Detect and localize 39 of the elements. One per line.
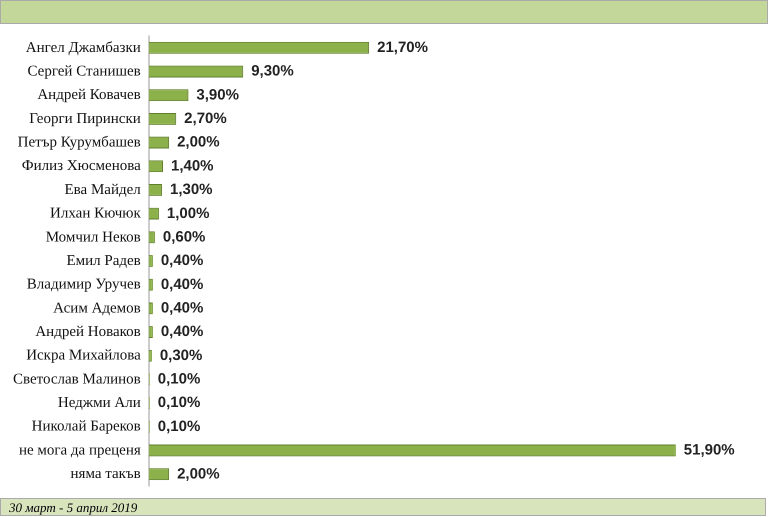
data-label: 2,00%: [177, 465, 220, 482]
y-tick-label: Петър Курумбашев: [18, 134, 141, 151]
data-label: 0,10%: [158, 418, 200, 435]
text: 30 март - 5 април 2019: [9, 500, 138, 515]
data-label: 0,10%: [158, 394, 200, 412]
y-tick-label: Асим Адемов: [53, 300, 141, 316]
y-tick-label: няма такъв: [70, 466, 141, 482]
y-tick-label: Ева Майдел: [64, 182, 142, 198]
y-tick-label: Николай Бареков: [32, 418, 141, 435]
y-tick-label: Неджми Али: [58, 395, 141, 412]
data-label: 0,40%: [160, 300, 204, 317]
y-tick-label: Владимир Уручев: [26, 276, 141, 293]
data-label: 0,30%: [160, 346, 202, 364]
y-tick-label: Сергей Станишев: [27, 63, 141, 80]
data-label: 2,00%: [177, 134, 220, 151]
data-label: 1,40%: [170, 157, 214, 174]
y-tick-label: Искра Михайлова: [26, 348, 142, 364]
data-label: 51,90%: [684, 442, 735, 459]
data-label: 0,40%: [160, 252, 204, 270]
data-label: 0,40%: [160, 323, 204, 340]
y-tick-label: Филиз Хюсменова: [22, 158, 142, 174]
data-label: 1,00%: [166, 204, 210, 222]
data-label: 1,30%: [170, 181, 213, 198]
y-tick-label: Ангел Джамбазки: [26, 40, 141, 56]
data-label: 3,90%: [196, 86, 239, 104]
data-label: 21,70%: [377, 38, 428, 56]
data-label: 0,60%: [162, 228, 206, 246]
y-tick-label: Илхан Кючюк: [50, 206, 142, 222]
data-label: 9,30%: [251, 62, 294, 80]
y-tick-label: Светослав Малинов: [12, 371, 141, 388]
y-tick-label: Андрей Ковачев: [37, 87, 141, 104]
y-tick-label: Андрей Новаков: [35, 324, 141, 340]
data-label: 2,70%: [184, 110, 227, 128]
y-tick-label: не мога да преценя: [18, 442, 141, 458]
data-label: 0,40%: [160, 276, 204, 293]
y-tick-label: Момчил Неков: [46, 229, 141, 246]
y-tick-label: Георги Пирински: [29, 110, 141, 127]
y-tick-label: Емил Радев: [66, 252, 141, 269]
data-label: 0,10%: [158, 370, 200, 388]
